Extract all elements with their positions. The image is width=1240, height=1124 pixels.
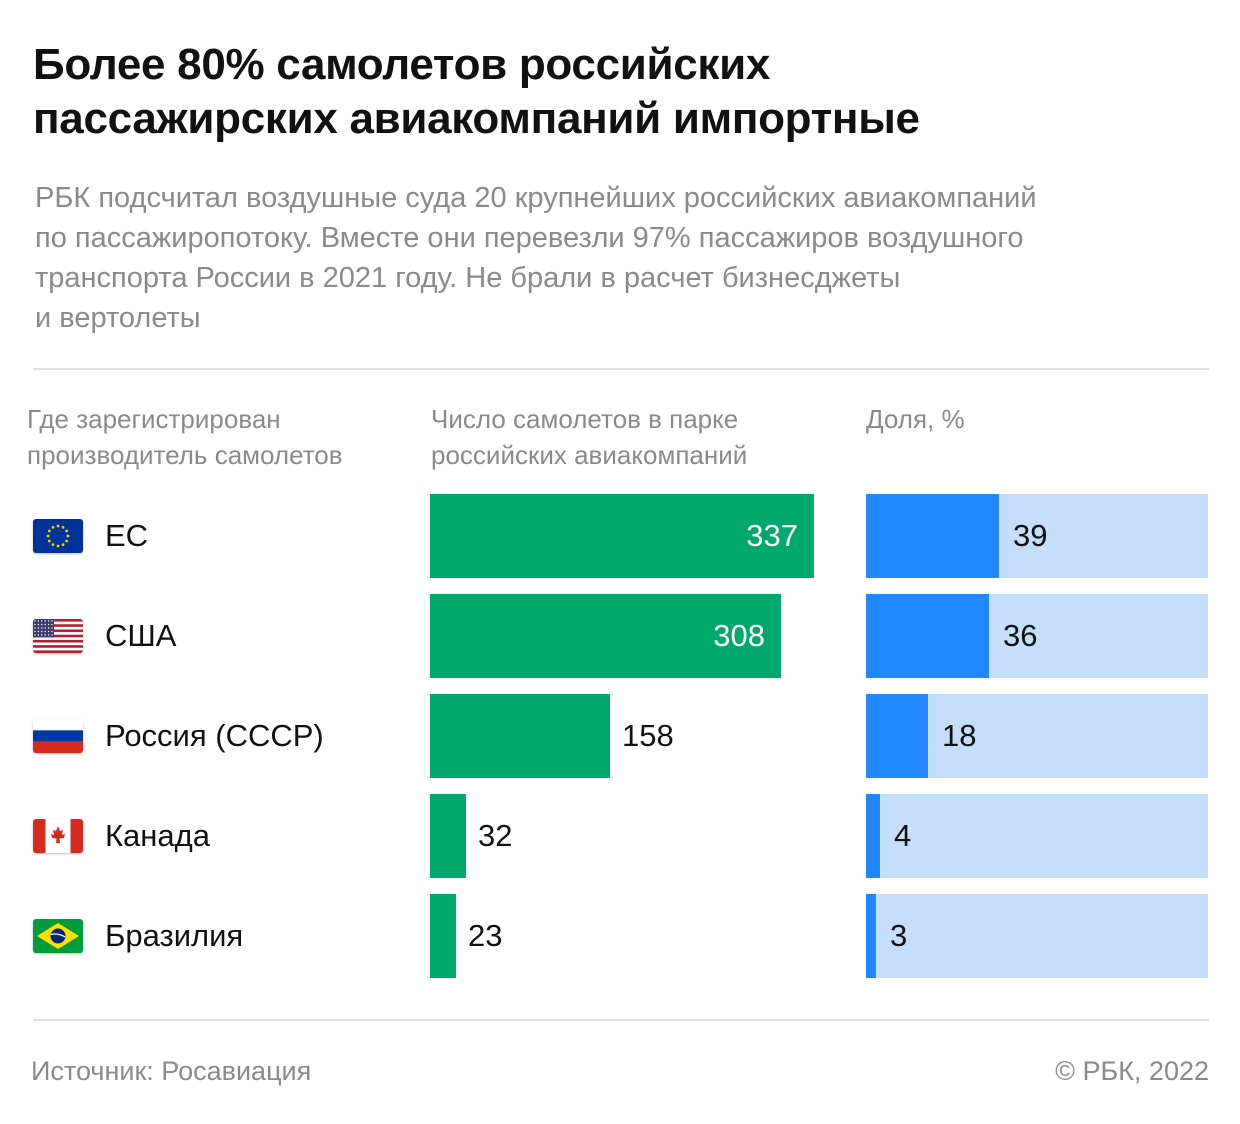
share-bar <box>866 794 880 878</box>
country-name: Россия (СССР) <box>105 718 324 753</box>
count-column-header: Число самолетов в парке российских авиак… <box>431 401 747 473</box>
russia-flag-icon <box>33 719 83 753</box>
count-bar <box>430 794 466 878</box>
share-column-header: Доля, % <box>866 401 965 437</box>
country-row-label: Россия (СССР) <box>33 694 324 778</box>
subtitle-line-4: и вертолеты <box>35 302 201 334</box>
share-bar <box>866 694 928 778</box>
bottom-divider <box>33 1019 1209 1021</box>
chart-title: Более 80% самолетов российских пассажирс… <box>33 38 1213 146</box>
country-row-label: Канада <box>33 794 210 878</box>
country-name: США <box>105 618 177 653</box>
title-line-2: пассажирских авиакомпаний импортные <box>33 94 920 143</box>
share-bar <box>866 894 876 978</box>
share-header-line-1: Доля, % <box>866 404 965 434</box>
country-name: Бразилия <box>105 918 244 953</box>
share-track <box>866 794 1208 878</box>
count-header-line-1: Число самолетов в парке <box>431 404 739 434</box>
count-value-label: 308 <box>713 618 765 653</box>
eu-flag-icon <box>33 519 83 553</box>
title-line-1: Более 80% самолетов российских <box>33 40 771 89</box>
share-value-label: 39 <box>1013 518 1048 553</box>
country-header-line-1: Где зарегистрирован <box>27 404 281 434</box>
country-row-label: США <box>33 594 176 678</box>
share-value-label: 36 <box>1003 618 1038 653</box>
country-name: Канада <box>105 818 210 853</box>
share-bar <box>866 594 989 678</box>
subtitle-line-2: по пассажиропотоку. Вместе они перевезли… <box>35 222 1024 254</box>
source-note: Источник: Росавиация <box>31 1056 312 1086</box>
subtitle-line-3: транспорта России в 2021 году. Не брали … <box>35 262 901 294</box>
count-value-label: 23 <box>468 918 503 953</box>
count-value-label: 337 <box>746 518 798 553</box>
count-bar <box>430 894 456 978</box>
share-value-label: 3 <box>890 918 908 953</box>
country-name: ЕС <box>105 518 149 553</box>
count-bar <box>430 694 610 778</box>
share-track <box>866 894 1208 978</box>
share-value-label: 4 <box>894 818 912 853</box>
count-header-line-2: российских авиакомпаний <box>431 440 748 470</box>
count-bar <box>430 494 814 578</box>
us-flag-icon <box>33 619 83 653</box>
subtitle-line-1: РБК подсчитал воздушные суда 20 крупнейш… <box>35 182 1037 214</box>
country-column-header: Где зарегистрирован производитель самоле… <box>27 401 343 473</box>
copyright-note: © РБК, 2022 <box>1055 1056 1209 1086</box>
share-bar <box>866 494 999 578</box>
count-value-label: 158 <box>622 718 674 753</box>
top-divider <box>33 368 1209 370</box>
chart-subtitle: РБК подсчитал воздушные суда 20 крупнейш… <box>35 178 1215 338</box>
country-row-label: Бразилия <box>33 894 243 978</box>
brazil-flag-icon <box>33 919 83 953</box>
country-header-line-2: производитель самолетов <box>27 440 343 470</box>
country-row-label: ЕС <box>33 494 148 578</box>
count-bar <box>430 594 781 678</box>
canada-flag-icon <box>33 819 83 853</box>
count-value-label: 32 <box>478 818 513 853</box>
share-value-label: 18 <box>942 718 977 753</box>
